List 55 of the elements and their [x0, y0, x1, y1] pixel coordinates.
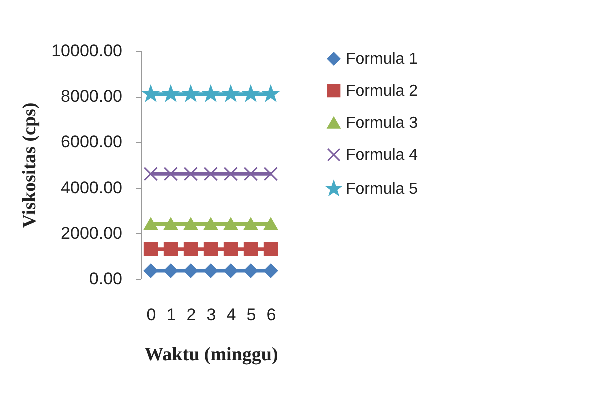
point: [143, 86, 159, 102]
x-tick-label: 6: [266, 306, 276, 324]
point: [204, 218, 218, 231]
point: [144, 264, 158, 278]
x-tick-label: 3: [206, 306, 216, 324]
point: [164, 218, 178, 231]
point: [244, 167, 258, 182]
point: [244, 242, 258, 256]
x-tick-label: 4: [226, 306, 236, 324]
point: [263, 86, 279, 102]
x-axis-title: Waktu (minggu): [144, 344, 278, 366]
point: [224, 242, 238, 256]
x-tick-label: 2: [186, 306, 196, 324]
point: [204, 264, 218, 278]
point: [243, 86, 259, 102]
point: [184, 218, 198, 231]
point: [264, 167, 278, 182]
point: [203, 86, 219, 102]
point: [144, 242, 158, 256]
point: [224, 167, 238, 182]
point: [264, 264, 278, 278]
y-tick-label: 8000.00: [61, 87, 122, 106]
point: [264, 242, 278, 256]
point: [224, 264, 238, 278]
point: [164, 167, 178, 182]
y-axis-title: Viskositas (cps): [20, 102, 41, 228]
legend-label: Formula 1: [346, 51, 418, 68]
legend-label: Formula 3: [346, 115, 418, 132]
y-tick-label: 10000.00: [52, 42, 122, 60]
point: [163, 86, 179, 102]
point: [204, 167, 218, 182]
point: [244, 218, 258, 231]
point: [184, 264, 198, 278]
point: [204, 242, 218, 256]
point: [184, 242, 198, 256]
x-tick-label: 0: [146, 306, 156, 324]
point: [164, 242, 178, 256]
x-tick-label: 5: [246, 306, 256, 324]
legend-label: Formula 2: [346, 83, 418, 100]
legend-label: Formula 5: [346, 181, 418, 198]
x-tick-label: 1: [166, 306, 176, 324]
point: [164, 264, 178, 278]
point: [224, 218, 238, 231]
legend-label: Formula 4: [346, 147, 418, 164]
y-tick-label: 2000.00: [61, 224, 122, 243]
y-tick-label: 0.00: [89, 270, 122, 288]
point: [223, 86, 239, 102]
point: [144, 218, 158, 231]
point: [244, 264, 258, 278]
point: [264, 218, 278, 231]
point: [183, 86, 199, 102]
y-tick-label: 4000.00: [61, 178, 122, 198]
point: [184, 167, 198, 182]
point: [144, 167, 158, 182]
y-tick-label: 6000.00: [61, 132, 122, 152]
